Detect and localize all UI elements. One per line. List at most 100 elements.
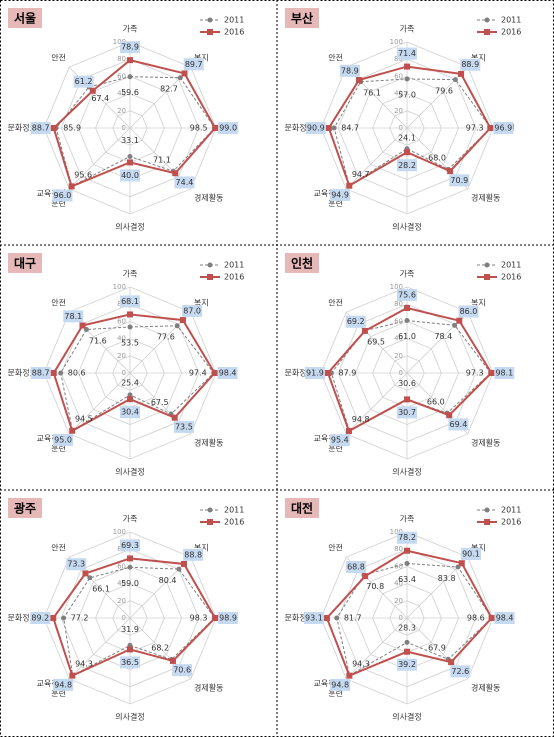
marker [488, 615, 495, 621]
r-tick-label: 80 [117, 55, 126, 63]
marker [127, 646, 133, 653]
category-label: 의사결정 [392, 222, 421, 232]
r-tick-label: 20 [394, 352, 403, 360]
data-label: 39.2 [398, 660, 416, 669]
marker [456, 317, 463, 324]
data-label: 98.4 [219, 369, 237, 378]
label-box [63, 310, 84, 323]
marker [171, 414, 178, 421]
r-tick-label: 60 [117, 562, 126, 570]
marker [50, 125, 57, 131]
r-tick-label: 20 [117, 352, 126, 360]
marker [61, 615, 67, 621]
legend-label: 2016 [224, 28, 244, 37]
data-label: 94.9 [331, 190, 349, 199]
data-label: 94.3 [352, 660, 370, 669]
spoke [406, 66, 469, 129]
r-tick-label: 60 [117, 72, 126, 80]
data-label: 94.8 [331, 680, 349, 689]
data-label: 68.8 [347, 562, 365, 571]
data-label: 88.7 [32, 369, 50, 378]
r-tick-label: 40 [394, 335, 403, 343]
marker [127, 57, 133, 64]
data-label: 98.1 [495, 369, 513, 378]
marker [127, 153, 133, 159]
category-label: 문화정보 [8, 123, 37, 133]
marker [356, 77, 363, 84]
r-tick-label: 20 [117, 597, 126, 605]
category-label: 교육직업 훈련 [37, 678, 66, 698]
category-label: 안전 [51, 297, 66, 307]
marker [325, 125, 332, 131]
marker [345, 428, 352, 435]
category-label: 교육직업 훈련 [37, 188, 66, 208]
label-box [217, 367, 238, 379]
label-box [339, 64, 360, 77]
title-box [8, 498, 42, 518]
marker [174, 323, 180, 329]
data-label: 67.4 [91, 94, 109, 103]
radar-chart: 부산020406080100가족복지보건경제활동의사결정교육직업훈련문화정보안전… [285, 8, 521, 232]
data-label: 70.8 [366, 582, 384, 591]
chart-title: 대구 [14, 257, 36, 271]
data-label: 78.2 [398, 533, 416, 542]
r-tick-label: 20 [117, 107, 126, 115]
spoke [345, 127, 408, 190]
label-box [173, 420, 194, 433]
marker [177, 75, 183, 81]
data-label: 69.3 [121, 541, 139, 550]
data-label: 94.5 [75, 415, 93, 424]
label-box [304, 367, 325, 379]
legend-marker [207, 519, 213, 525]
data-label: 90.1 [462, 550, 480, 559]
category-label: 안전 [328, 297, 343, 307]
legend-marker [207, 17, 213, 23]
r-tick-label: 100 [113, 528, 126, 536]
data-label: 96.0 [54, 191, 72, 200]
category-label: 복지 [194, 53, 209, 62]
data-label: 73.3 [67, 560, 85, 569]
legend-label: 2016 [501, 273, 521, 282]
label-box [52, 189, 73, 202]
chart-title: 서울 [14, 11, 36, 26]
data-label: 75.6 [398, 290, 416, 299]
marker [404, 63, 410, 70]
data-label: 28.2 [398, 161, 416, 170]
label-box [460, 58, 481, 71]
spoke [68, 311, 131, 374]
spoke [68, 372, 131, 435]
category-label: 경제활동 [194, 683, 223, 693]
r-tick-label: 100 [113, 38, 126, 46]
spoke [345, 617, 408, 680]
data-label: 94.8 [352, 415, 370, 424]
marker [458, 70, 465, 77]
r-tick-label: 40 [117, 335, 126, 343]
category-label: 복지 [194, 543, 209, 552]
marker [404, 560, 410, 566]
label-box [397, 288, 417, 301]
label-box [182, 304, 203, 317]
label-box [183, 548, 204, 561]
legend-label: 2011 [224, 261, 244, 270]
data-label: 98.9 [219, 614, 237, 623]
data-label: 69.4 [449, 420, 467, 429]
marker [488, 370, 495, 376]
spoke [68, 617, 131, 680]
data-label: 85.9 [63, 124, 81, 133]
data-label: 73.5 [175, 422, 193, 431]
legend-marker [207, 507, 213, 513]
title-box [8, 253, 42, 273]
category-label: 경제활동 [471, 683, 500, 693]
label-box [397, 531, 417, 544]
data-label: 72.6 [451, 667, 469, 676]
data-label: 59.6 [121, 88, 139, 97]
label-box [120, 169, 140, 182]
data-label: 98.6 [467, 614, 485, 623]
spoke [345, 372, 408, 435]
series-line [63, 566, 216, 677]
category-label: 경제활동 [194, 193, 223, 203]
label-box [172, 664, 193, 677]
marker [324, 370, 331, 376]
data-label: 71.6 [89, 336, 107, 345]
